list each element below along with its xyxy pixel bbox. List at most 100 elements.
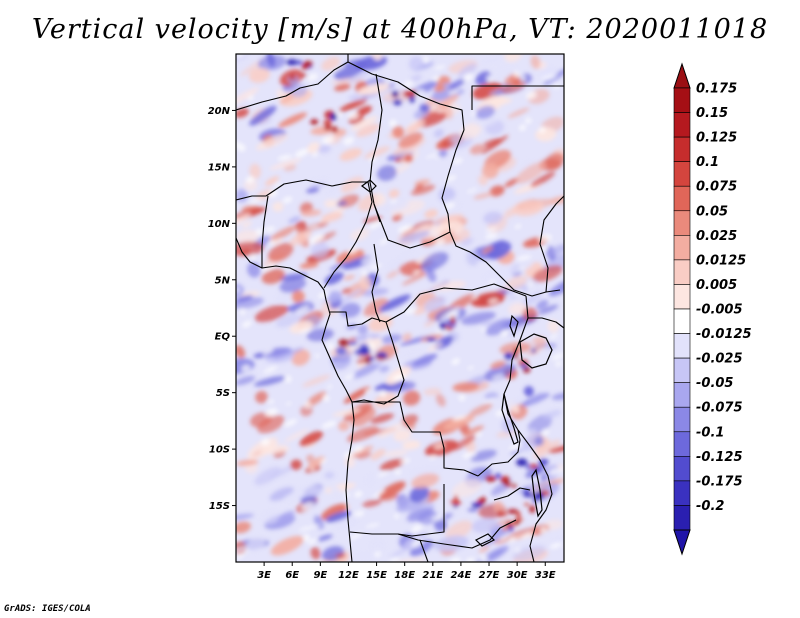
- field-gap: [390, 199, 398, 204]
- field-gap: [370, 263, 382, 269]
- field-gap: [307, 225, 320, 229]
- map-plot-area: [236, 54, 564, 562]
- field-patch: [377, 422, 405, 438]
- field-gap: [485, 227, 498, 232]
- lat-tick-label: 10S: [209, 445, 230, 456]
- field-gap: [368, 220, 382, 230]
- field-gap: [312, 524, 321, 528]
- field-patch: [350, 552, 377, 561]
- field-patch: [299, 262, 319, 269]
- field-patch: [350, 116, 378, 131]
- colorbar-top-arrow: [673, 62, 691, 89]
- field-patch: [486, 241, 512, 260]
- field-patch: [420, 252, 449, 271]
- field-patch: [482, 162, 499, 179]
- field-gap: [285, 402, 292, 406]
- axis-ticks: [232, 109, 546, 566]
- field-gap: [367, 336, 372, 340]
- field-patch: [538, 304, 559, 315]
- colorbar-bottom-arrow: [673, 529, 691, 556]
- colorbar-swatch: [673, 87, 691, 113]
- field-gap: [354, 490, 363, 498]
- field-patch: [238, 291, 261, 298]
- field-gap: [377, 471, 390, 477]
- field-patch: [291, 290, 305, 304]
- border-chad-sudan: [441, 129, 471, 253]
- field-patch: [321, 212, 343, 222]
- border-nigeria-cameroon: [323, 181, 373, 289]
- field-gap: [538, 126, 547, 133]
- field-patch: [458, 63, 477, 78]
- field-patch: [340, 176, 364, 193]
- lat-tick-label: 20N: [208, 106, 231, 117]
- field-patch: [254, 304, 289, 322]
- field-patch: [338, 420, 350, 431]
- field-patch: [267, 242, 294, 262]
- field-cell: [541, 474, 546, 482]
- colorbar-swatch: [673, 210, 691, 236]
- field-cell: [519, 363, 528, 369]
- field-patch: [469, 144, 486, 155]
- field-patch: [523, 386, 534, 397]
- field-gap: [399, 458, 411, 464]
- field-gap: [541, 428, 550, 436]
- field-patch: [460, 237, 474, 247]
- field-patch: [410, 184, 436, 196]
- field-cell: [376, 356, 385, 361]
- field-patch: [318, 144, 331, 154]
- field-patch: [510, 448, 522, 455]
- field-patch: [471, 517, 499, 533]
- field-patch: [395, 557, 428, 562]
- field-patch: [236, 545, 250, 555]
- field-patch: [327, 290, 342, 304]
- field-gap: [445, 202, 455, 209]
- field-patch: [393, 429, 412, 442]
- field-patch: [543, 409, 562, 419]
- field-patch: [543, 68, 564, 85]
- border-egypt-sudan: [471, 85, 564, 110]
- field-patch: [539, 66, 558, 81]
- field-patch: [482, 246, 494, 254]
- colorbar-label: 0.175: [696, 82, 737, 97]
- border-sahara: [236, 54, 349, 111]
- field-gap: [284, 375, 292, 383]
- field-gap: [343, 136, 355, 145]
- field-gap: [321, 136, 334, 145]
- field-gap: [514, 224, 522, 229]
- colorbar-label: 0.15: [696, 106, 728, 121]
- field-cell: [531, 348, 536, 353]
- colorbar-label: 0.125: [696, 131, 737, 146]
- field-patch: [334, 288, 363, 308]
- field-gap: [447, 310, 459, 320]
- field-gap: [492, 374, 504, 380]
- field-gap: [403, 80, 414, 88]
- field-patch: [504, 54, 523, 63]
- field-cell: [286, 59, 299, 66]
- lake-albert: [509, 314, 519, 338]
- colorbar-swatch: [673, 480, 691, 506]
- colorbar-swatch: [673, 406, 691, 433]
- field-gap: [379, 238, 389, 245]
- field-patch: [463, 425, 484, 437]
- field-gap: [322, 394, 330, 402]
- field-patch: [529, 392, 545, 405]
- field-patch: [430, 280, 467, 291]
- field-cell: [507, 508, 519, 515]
- field-patch: [324, 272, 344, 285]
- field-patch: [374, 380, 406, 391]
- border-angola-zambia: [397, 484, 445, 537]
- field-gap: [394, 469, 402, 475]
- field-gap: [282, 196, 293, 204]
- field-gap: [404, 307, 416, 314]
- field-patch: [374, 192, 387, 207]
- field-gap: [518, 124, 527, 131]
- field-patch: [253, 376, 286, 387]
- field-patch: [401, 270, 432, 286]
- field-patch: [260, 509, 282, 525]
- field-patch: [409, 56, 424, 72]
- field-patch: [248, 67, 270, 83]
- field-patch: [379, 481, 406, 499]
- colorbar-label: -0.125: [696, 450, 743, 465]
- field-patch: [261, 268, 285, 284]
- credit-label: GrADS: IGES/COLA: [4, 604, 91, 614]
